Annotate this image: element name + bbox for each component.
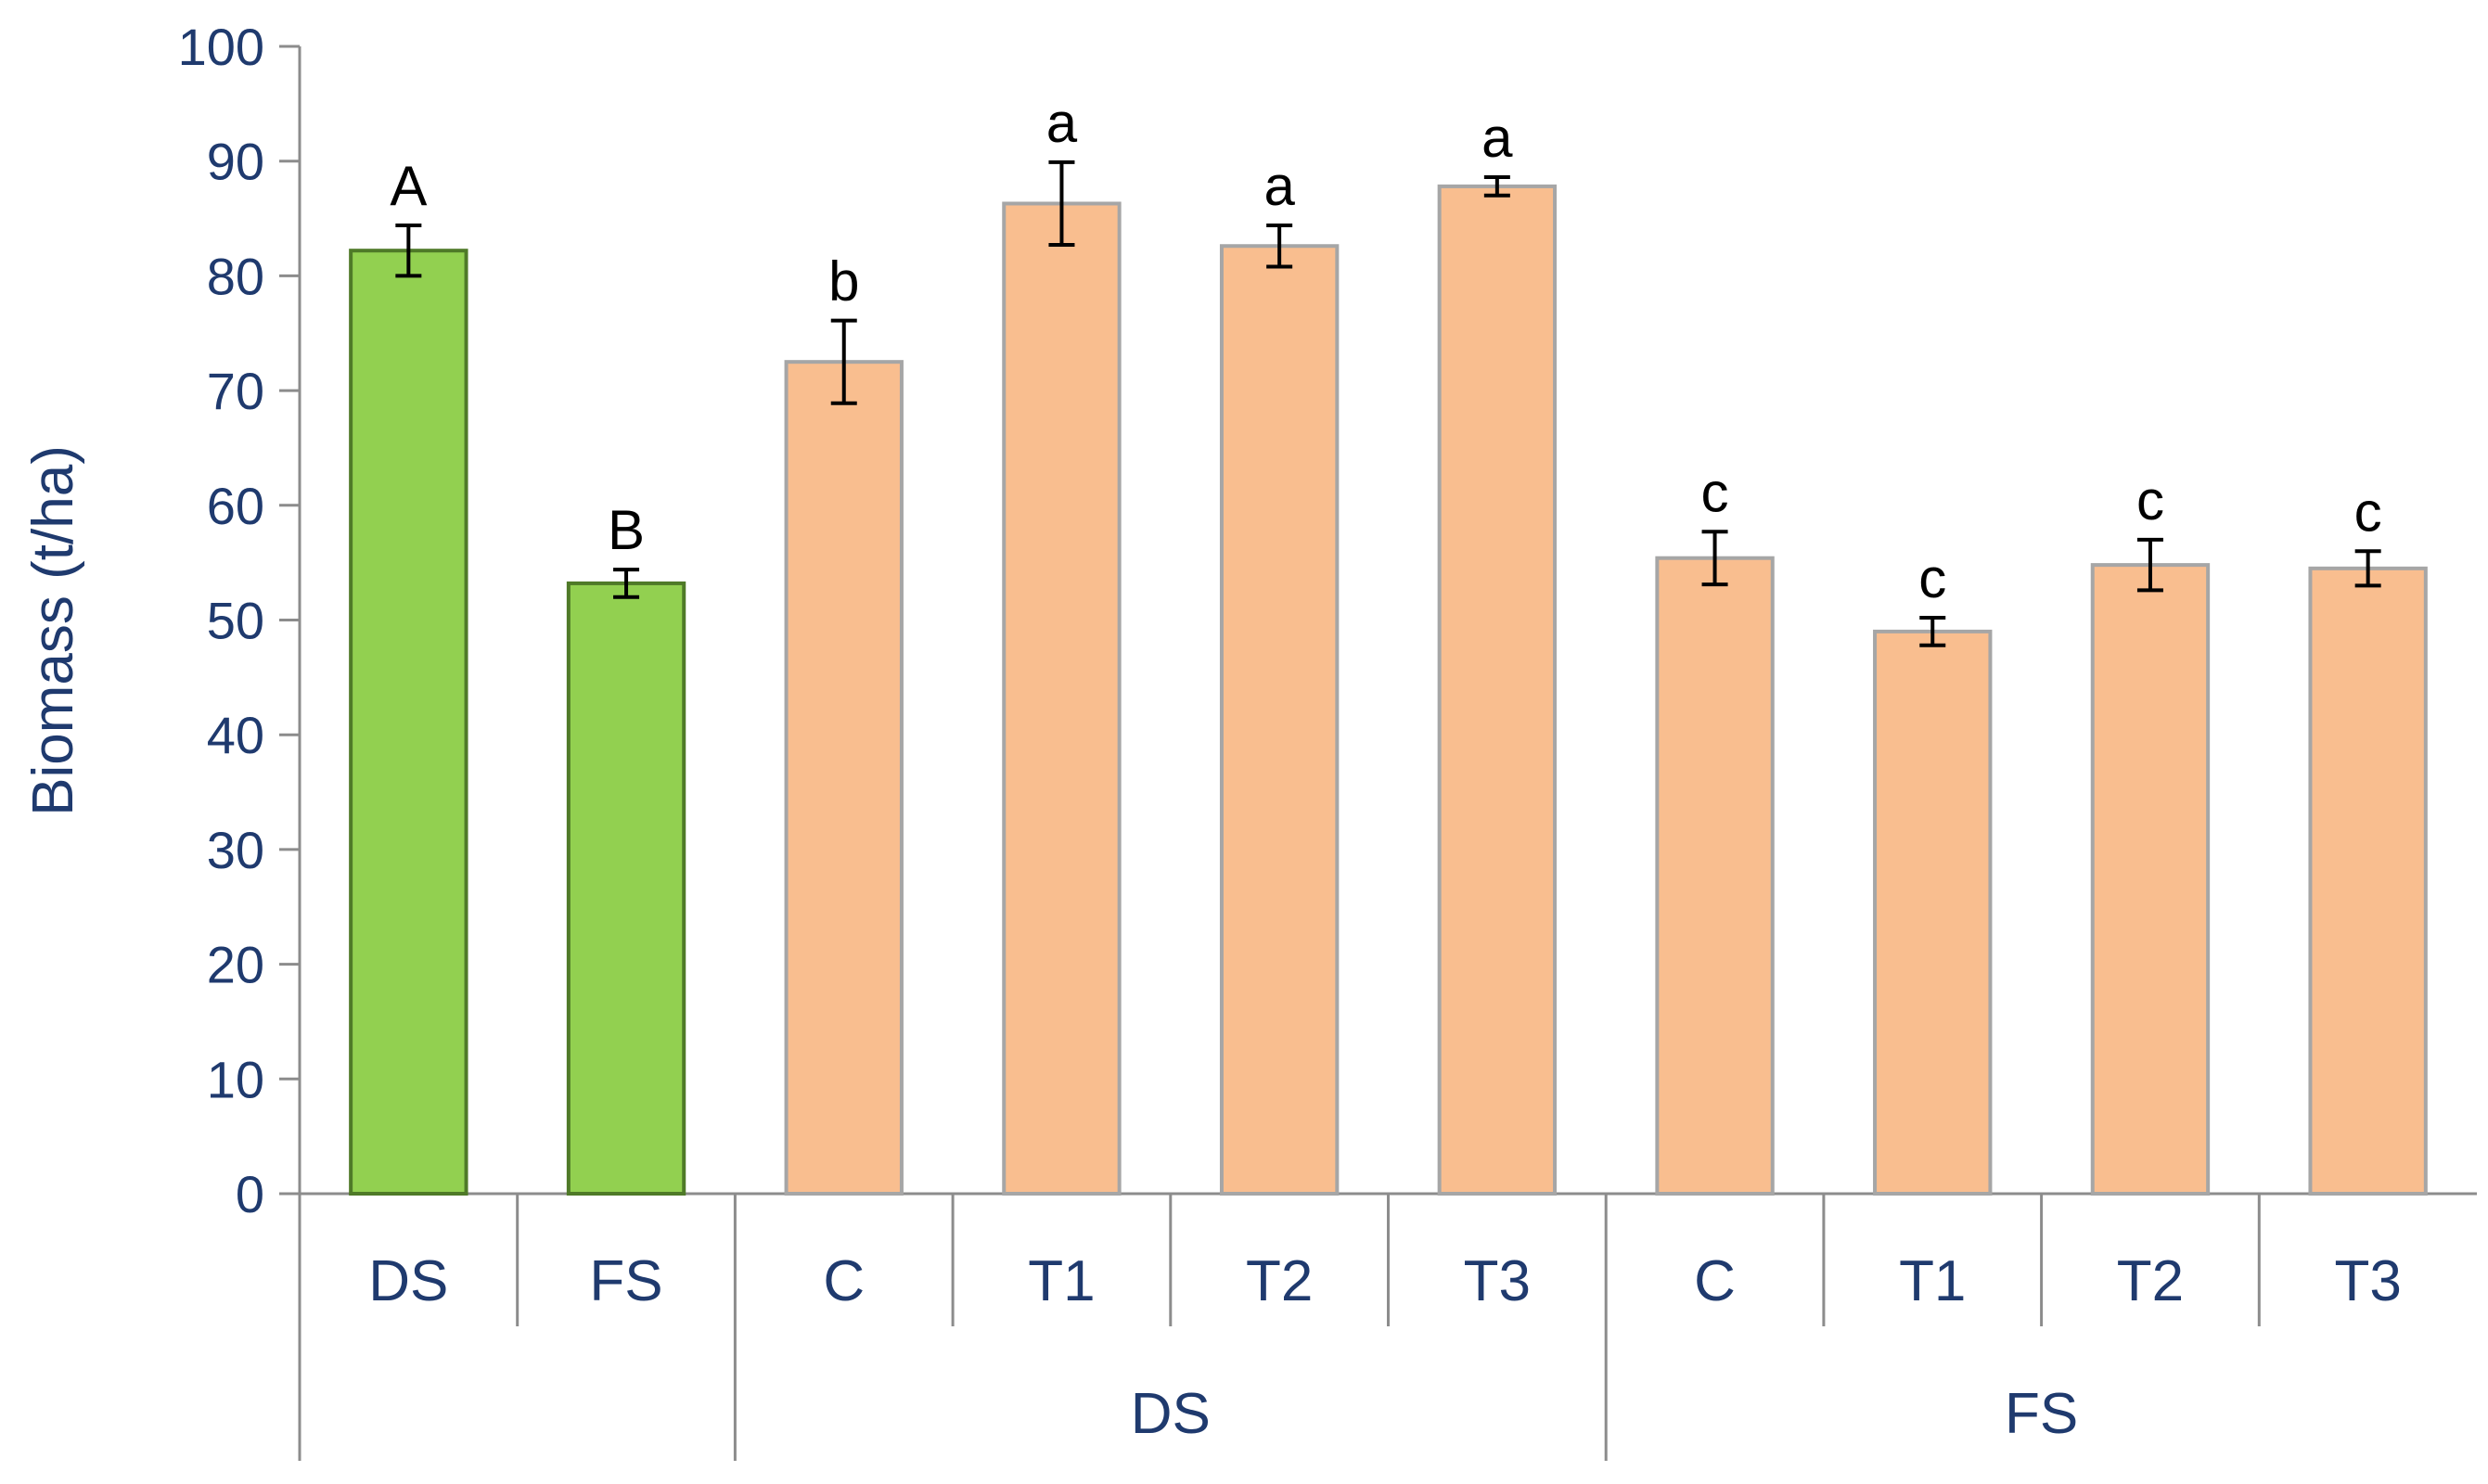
bars (349, 184, 2428, 1196)
category-labels: DS FS C T1 T2 T3 C T1 T2 T3 (368, 1249, 2402, 1313)
significance-letter: a (1263, 155, 1295, 217)
error-bar (2136, 537, 2163, 593)
significance-letter: c (2354, 480, 2382, 543)
error-bar (2354, 549, 2381, 588)
category-label: FS (589, 1249, 662, 1313)
category-label: C (1694, 1249, 1736, 1313)
error-bar (1919, 616, 1946, 647)
y-tick-label: 30 (207, 821, 264, 879)
bar (2090, 563, 2211, 1196)
group-label: FS (2005, 1382, 2078, 1446)
category-label: T1 (1899, 1249, 1966, 1313)
significance-letter: b (828, 250, 859, 313)
category-label: T3 (2334, 1249, 2401, 1313)
error-bar (1701, 530, 1728, 587)
category-label: T2 (2117, 1249, 2184, 1313)
y-tick-label: 40 (207, 706, 264, 764)
y-axis-label: Biomass (t/ha) (21, 445, 85, 816)
category-label: C (823, 1249, 865, 1313)
bar (1437, 184, 1558, 1196)
y-axis-ticks: 0 10 20 30 40 50 60 70 80 90 100 (178, 18, 300, 1223)
y-tick-label: 70 (207, 362, 264, 420)
bar (784, 360, 904, 1196)
significance-letter: a (1481, 107, 1513, 169)
bar (1002, 201, 1122, 1196)
bar (1655, 556, 1775, 1196)
significance-letter: c (1918, 547, 1946, 609)
category-label: T2 (1246, 1249, 1313, 1313)
bar (349, 249, 468, 1196)
error-bar (830, 318, 857, 405)
group-labels: DS FS (1131, 1382, 2078, 1446)
y-axis-label-group: Biomass (t/ha) (21, 445, 85, 816)
category-label: DS (368, 1249, 448, 1313)
y-tick-label: 60 (207, 477, 264, 535)
error-bar (1483, 175, 1510, 198)
y-tick-label: 100 (178, 18, 264, 76)
significance-letter: B (608, 499, 645, 561)
significance-letter: c (1701, 461, 1729, 523)
y-tick-label: 10 (207, 1050, 264, 1108)
significance-letter: A (390, 155, 427, 217)
significance-letters: A Bb a a a c c c c (390, 92, 2381, 609)
bar (1219, 244, 1340, 1196)
y-tick-label: 20 (207, 936, 264, 994)
y-tick-label: 90 (207, 133, 264, 191)
bar (1873, 629, 1993, 1196)
error-bar (613, 568, 640, 599)
error-bar (395, 223, 422, 278)
error-bars (395, 160, 2381, 647)
y-tick-label: 0 (236, 1165, 264, 1223)
bar (566, 581, 686, 1196)
category-label: T1 (1028, 1249, 1095, 1313)
error-bar (1048, 160, 1075, 248)
error-bar (1266, 223, 1293, 269)
y-tick-label: 80 (207, 247, 264, 305)
significance-letter: c (2136, 469, 2164, 531)
significance-letter: a (1046, 92, 1078, 154)
category-label: T3 (1464, 1249, 1531, 1313)
group-label: DS (1131, 1382, 1211, 1446)
bar (2308, 566, 2428, 1196)
y-tick-label: 50 (207, 592, 264, 650)
